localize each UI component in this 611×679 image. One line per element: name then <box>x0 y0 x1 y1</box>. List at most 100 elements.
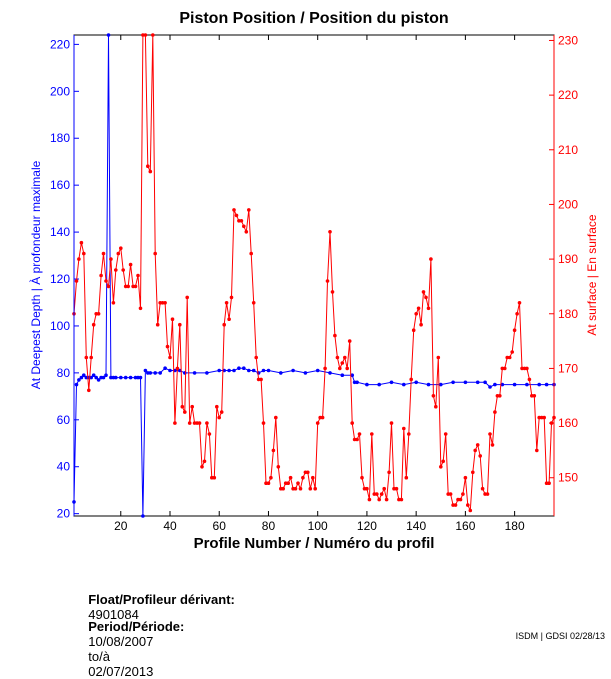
surface-point <box>197 421 202 425</box>
deepest-depth-point <box>79 375 84 380</box>
surface-point <box>274 415 278 420</box>
right-y-axis-label: At surface | En surface <box>585 214 599 335</box>
deepest-depth-point <box>168 368 172 373</box>
surface-point <box>237 219 241 223</box>
surface-point <box>187 421 192 425</box>
deepest-depth-point <box>109 375 113 380</box>
surface-point <box>530 394 534 398</box>
surface-point <box>249 251 253 256</box>
surface-point <box>493 410 497 414</box>
surface-point <box>343 355 347 360</box>
surface-point <box>402 426 406 431</box>
surface-point <box>96 312 101 316</box>
deepest-depth-point <box>279 371 283 375</box>
deepest-depth-point <box>192 371 197 375</box>
surface-point <box>517 301 522 305</box>
surface-point <box>89 355 93 360</box>
surface-point <box>549 421 554 425</box>
period-info: Period/Période: 10/08/2007 to/à 02/07/20… <box>81 604 184 679</box>
x-tick-label: 40 <box>163 519 177 533</box>
left-y-tick-label: 120 <box>50 272 70 286</box>
surface-point <box>478 454 483 458</box>
right-y-tick-label: 180 <box>558 307 578 321</box>
deepest-depth-point <box>352 380 357 385</box>
surface-point <box>247 208 251 212</box>
surface-point <box>503 366 507 371</box>
deepest-depth-point <box>104 373 108 378</box>
surface-point <box>485 492 490 496</box>
surface-point <box>212 475 217 480</box>
deepest-depth-point <box>488 385 492 389</box>
surface-point <box>345 366 350 371</box>
deepest-depth-point <box>119 375 123 380</box>
deepest-depth-point <box>377 382 382 387</box>
surface-point <box>407 432 411 436</box>
surface-point <box>111 301 116 305</box>
surface-point <box>234 213 239 218</box>
right-y-axis-ticks: 150 160 170 180 190 200 210 220 230 <box>549 33 578 485</box>
surface-point <box>128 262 133 267</box>
x-axis-ticks: 20 40 60 80 100 120 140 160 180 <box>114 35 525 533</box>
surface-point <box>375 492 379 496</box>
deepest-depth-point <box>247 368 251 373</box>
surface-point <box>520 366 524 371</box>
surface-point <box>153 251 157 256</box>
surface-point <box>340 361 345 365</box>
deepest-depth-point <box>303 371 308 375</box>
deepest-depth-point <box>251 368 256 373</box>
deepest-depth-point <box>291 368 295 373</box>
deepest-depth-point <box>148 371 153 375</box>
surface-point <box>535 448 539 453</box>
right-y-tick-label: 210 <box>558 143 578 157</box>
surface-point <box>119 246 123 250</box>
surface-point <box>311 475 315 480</box>
surface-point <box>106 284 111 289</box>
surface-point <box>271 448 276 453</box>
surface-point <box>411 328 416 333</box>
float-value: 4901084 <box>88 607 139 622</box>
surface-point <box>431 394 436 398</box>
surface-point <box>269 475 273 480</box>
period-start: 10/08/2007 <box>88 634 154 649</box>
surface-point <box>116 251 121 256</box>
surface-point <box>389 421 394 425</box>
deepest-depth-point <box>133 375 138 380</box>
left-y-tick-label: 220 <box>50 37 70 51</box>
surface-point <box>173 421 177 425</box>
deepest-depth-point <box>217 368 221 373</box>
surface-point <box>404 475 409 480</box>
surface-point <box>308 486 313 491</box>
surface-point <box>224 301 229 305</box>
surface-point <box>542 415 546 420</box>
surface-point <box>91 322 96 327</box>
surface-point <box>306 470 310 475</box>
deepest-depth-point <box>106 33 111 37</box>
x-axis-label: Profile Number / Numéro du profil <box>194 535 435 552</box>
surface-point <box>266 481 271 486</box>
surface-point <box>293 486 298 491</box>
deepest-depth-point <box>426 382 431 387</box>
left-y-tick-label: 100 <box>50 319 70 333</box>
surface-point <box>429 257 433 261</box>
surface-point <box>500 366 505 371</box>
surface-point <box>416 306 421 311</box>
surface-point <box>261 421 266 425</box>
surface-point <box>512 328 517 333</box>
right-y-tick-label: 150 <box>558 471 578 485</box>
surface-point <box>372 492 377 496</box>
surface-point <box>148 169 153 174</box>
deepest-depth-point <box>402 382 406 387</box>
surface-point <box>288 475 293 480</box>
surface-point <box>330 290 335 294</box>
surface-point <box>301 475 305 480</box>
deepest-depth-point <box>143 368 148 373</box>
surface-point <box>347 339 352 343</box>
series-layer <box>72 33 556 518</box>
surface-point <box>101 251 106 256</box>
surface-point <box>155 322 160 327</box>
surface-point <box>222 322 226 327</box>
deepest-depth-point <box>114 375 118 380</box>
surface-point <box>99 273 103 278</box>
surface-point <box>441 459 446 464</box>
surface-point <box>178 322 182 327</box>
